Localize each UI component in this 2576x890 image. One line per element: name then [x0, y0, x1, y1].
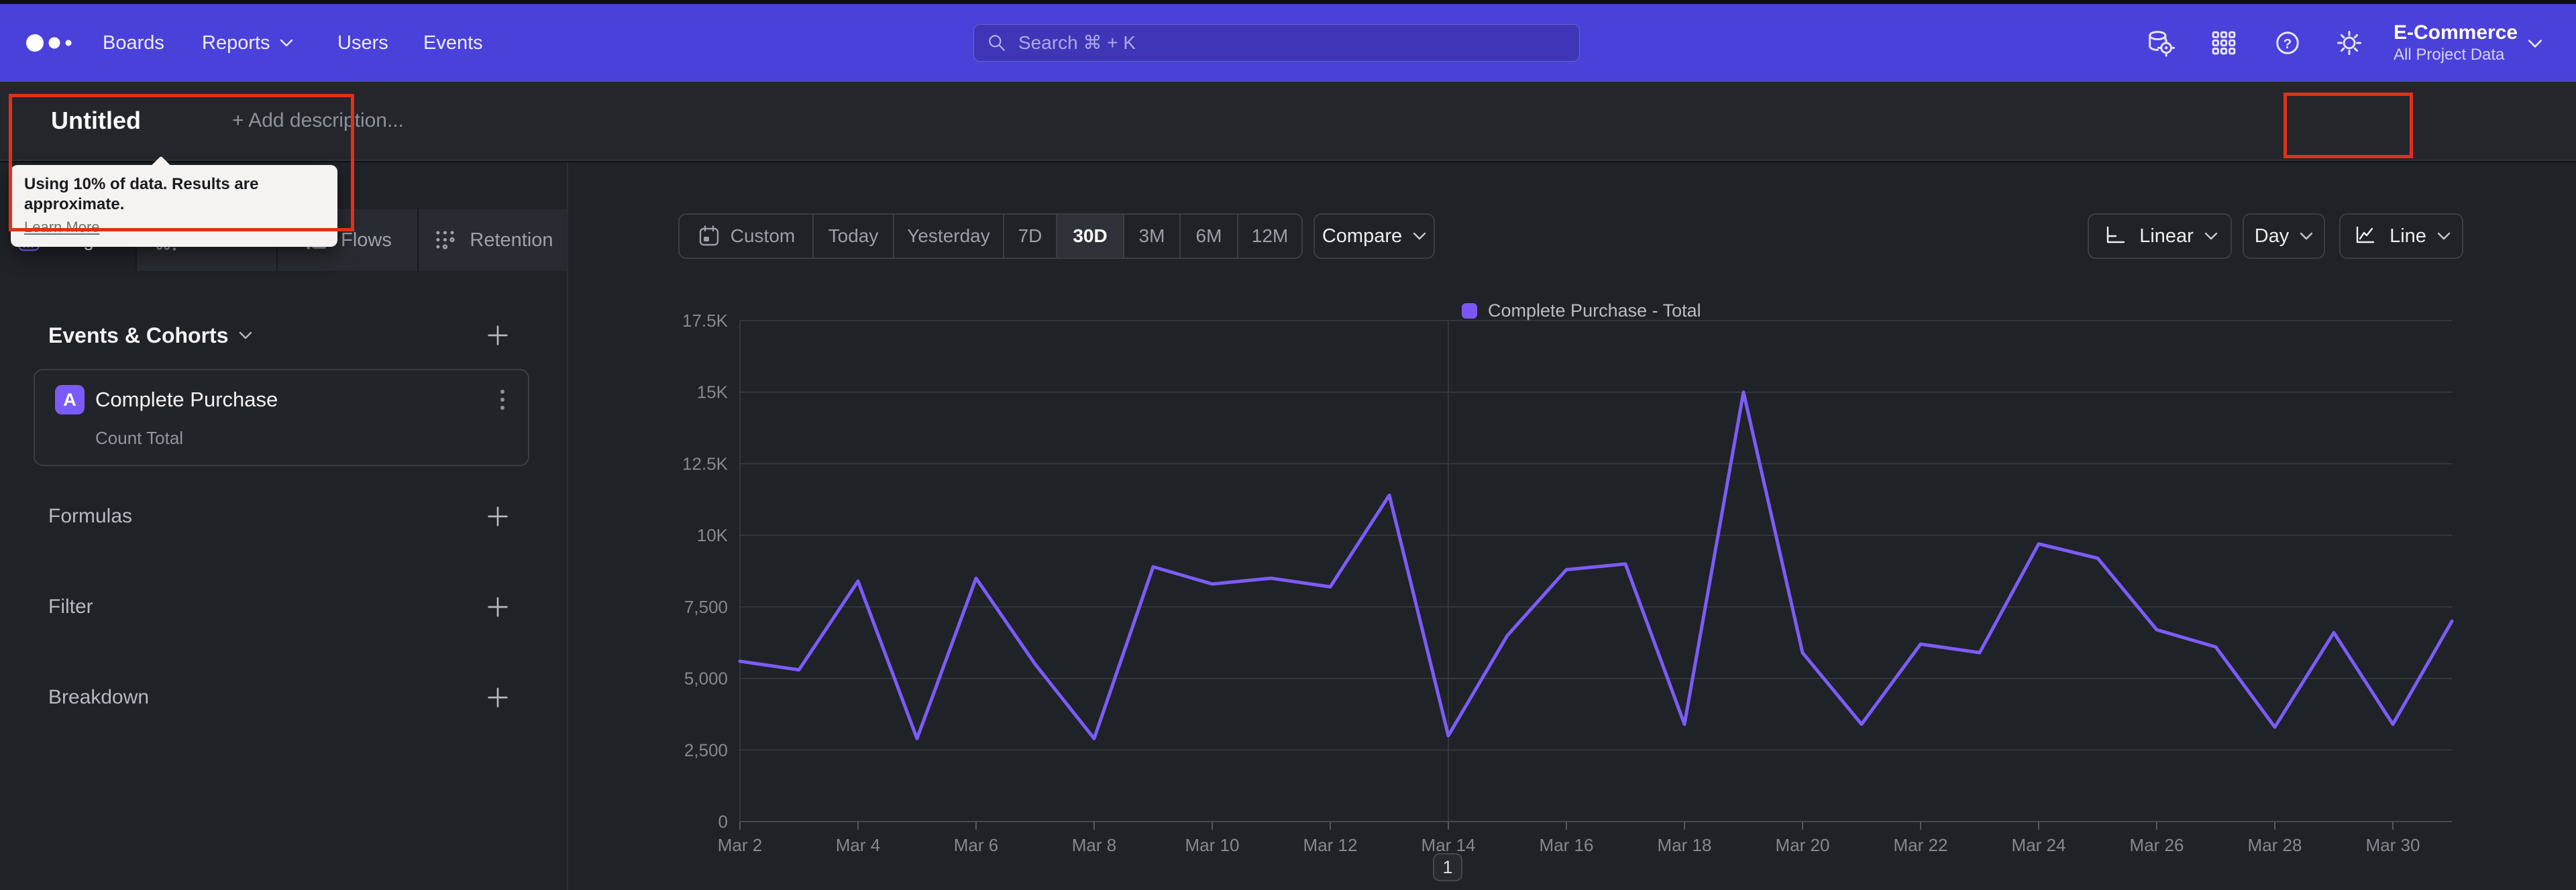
range-12m[interactable]: 12M: [1237, 215, 1301, 258]
svg-text:?: ?: [2284, 36, 2292, 52]
tab-retention[interactable]: Retention: [417, 209, 567, 271]
apps-grid-icon[interactable]: [2209, 28, 2239, 58]
events-cohorts-heading[interactable]: Events & Cohorts: [48, 321, 252, 350]
report-title[interactable]: Untitled: [51, 107, 141, 134]
data-management-icon[interactable]: [2145, 28, 2175, 58]
search-icon: [989, 35, 1005, 51]
nav-item-reports[interactable]: Reports: [202, 4, 293, 82]
nav-reports-label: Reports: [202, 32, 270, 54]
interval-dropdown[interactable]: Day: [2243, 213, 2325, 259]
legend-label: Complete Purchase - Total: [1488, 300, 1701, 321]
formulas-label: Formulas: [48, 505, 133, 527]
filter-section: Filter: [0, 592, 567, 622]
range-yesterday-label: Yesterday: [907, 225, 990, 246]
chart-type-label: Line: [2390, 225, 2426, 247]
add-event-button[interactable]: [484, 322, 511, 349]
compare-label: Compare: [1322, 225, 1403, 247]
add-filter-button[interactable]: [484, 594, 511, 620]
range-7d[interactable]: 7D: [1003, 215, 1056, 258]
range-12m-label: 12M: [1251, 225, 1289, 246]
event-letter-badge: A: [55, 385, 85, 414]
nav-item-boards[interactable]: Boards: [103, 4, 164, 82]
pagination-page-1[interactable]: 1: [1433, 853, 1462, 881]
tab-retention-label: Retention: [470, 229, 553, 251]
mixpanel-logo-icon[interactable]: [24, 28, 89, 58]
calendar-icon: [699, 225, 718, 246]
nav-users-label: Users: [337, 32, 388, 54]
line-chart-icon: [2356, 226, 2375, 243]
add-breakdown-button[interactable]: [484, 684, 511, 711]
event-title[interactable]: Complete Purchase: [95, 388, 278, 411]
chart-legend[interactable]: Complete Purchase - Total: [1462, 299, 1701, 322]
top-nav: Boards Reports Users Events: [0, 4, 2576, 82]
chevron-down-icon: [2437, 232, 2451, 240]
nav-boards-label: Boards: [103, 32, 164, 54]
nav-item-users[interactable]: Users: [337, 4, 388, 82]
add-description[interactable]: + Add description...: [232, 109, 404, 131]
sampling-tooltip: Using 10% of data. Results are approxima…: [11, 165, 337, 247]
event-aggregation[interactable]: Count Total: [95, 428, 184, 448]
report-header: Untitled Sampled + Add description... Sa…: [0, 82, 2576, 224]
add-formula-button[interactable]: [484, 503, 511, 530]
range-today-label: Today: [828, 225, 879, 246]
breakdown-label: Breakdown: [48, 686, 150, 708]
chevron-down-icon: [2300, 232, 2313, 240]
range-30d-label: 30D: [1073, 225, 1108, 246]
chevron-down-icon: [1413, 232, 1426, 240]
range-yesterday[interactable]: Yesterday: [893, 215, 1003, 258]
search-bar[interactable]: [973, 24, 1580, 62]
nav-events-label: Events: [423, 32, 483, 54]
tooltip-learn-more-link[interactable]: Learn More: [24, 219, 100, 235]
legend-swatch: [1462, 302, 1477, 319]
project-chevron-down-icon[interactable]: [2528, 39, 2542, 48]
linear-scale-icon: [2106, 226, 2125, 243]
formulas-section: Formulas: [0, 502, 567, 531]
events-cohorts-label: Events & Cohorts: [48, 323, 229, 347]
chart-type-dropdown[interactable]: Line: [2339, 213, 2463, 259]
scale-dropdown[interactable]: Linear: [2088, 213, 2232, 259]
range-3m[interactable]: 3M: [1123, 215, 1179, 258]
help-icon[interactable]: ?: [2273, 28, 2302, 58]
range-7d-label: 7D: [1018, 225, 1042, 246]
sidebar-divider: [567, 162, 568, 890]
range-6m-label: 6M: [1195, 225, 1222, 246]
range-custom[interactable]: Custom: [680, 215, 812, 258]
event-card-complete-purchase[interactable]: A Complete Purchase Count Total: [34, 369, 529, 466]
compare-dropdown[interactable]: Compare: [1313, 213, 1435, 259]
range-custom-label: Custom: [730, 225, 796, 246]
tooltip-text: Using 10% of data. Results are approxima…: [24, 175, 259, 213]
chevron-down-icon: [280, 39, 292, 47]
project-switcher[interactable]: E-Commerce All Project Data: [2394, 4, 2518, 82]
filter-label: Filter: [48, 596, 93, 618]
chevron-down-icon: [239, 331, 252, 339]
chevron-down-icon: [2204, 232, 2218, 240]
search-input[interactable]: [1017, 32, 1567, 54]
date-range-selector: Custom Today Yesterday 7D 30D 3M 6M 12M: [678, 213, 1303, 259]
range-30d[interactable]: 30D: [1056, 215, 1123, 258]
range-today[interactable]: Today: [812, 215, 893, 258]
range-6m[interactable]: 6M: [1179, 215, 1237, 258]
range-3m-label: 3M: [1138, 225, 1165, 246]
settings-gear-icon[interactable]: [2334, 28, 2364, 58]
retention-icon: [436, 231, 455, 249]
project-scope: All Project Data: [2394, 46, 2505, 64]
tab-flows-label: Flows: [341, 229, 392, 251]
breakdown-section: Breakdown: [0, 683, 567, 712]
nav-item-events[interactable]: Events: [423, 4, 483, 82]
project-name: E-Commerce: [2394, 21, 2518, 44]
event-options-kebab[interactable]: [494, 386, 511, 413]
interval-label: Day: [2254, 225, 2290, 247]
scale-label: Linear: [2139, 225, 2194, 247]
